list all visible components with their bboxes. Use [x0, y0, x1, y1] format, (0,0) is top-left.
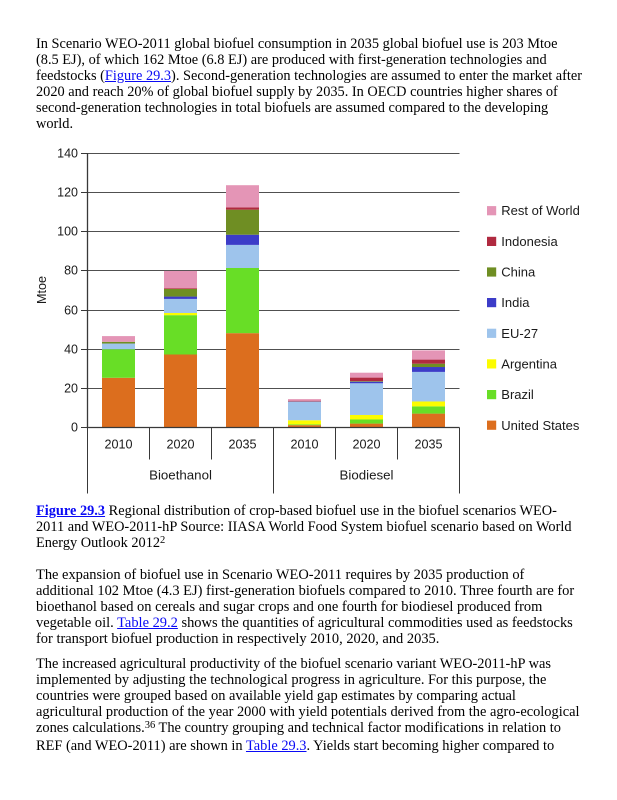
svg-text:40: 40 [64, 343, 78, 357]
svg-text:120: 120 [57, 186, 78, 200]
svg-text:Biodiesel: Biodiesel [340, 468, 394, 483]
svg-text:Mtoe: Mtoe [35, 276, 49, 304]
svg-text:2020: 2020 [352, 438, 380, 452]
svg-text:Indonesia: Indonesia [501, 234, 558, 249]
svg-text:0: 0 [71, 421, 78, 435]
svg-text:2010: 2010 [104, 438, 132, 452]
svg-text:100: 100 [57, 225, 78, 239]
svg-text:2010: 2010 [290, 438, 318, 452]
svg-text:2035: 2035 [228, 438, 256, 452]
svg-text:Brazil: Brazil [501, 387, 534, 402]
svg-text:140: 140 [57, 147, 78, 161]
svg-text:EU-27: EU-27 [501, 326, 538, 341]
svg-text:60: 60 [64, 304, 78, 318]
svg-text:Argentina: Argentina [501, 357, 557, 372]
svg-text:Rest of World: Rest of World [501, 203, 580, 218]
svg-text:India: India [501, 295, 530, 310]
svg-text:80: 80 [64, 264, 78, 278]
svg-text:China: China [501, 265, 536, 280]
svg-text:20: 20 [64, 382, 78, 396]
svg-text:2035: 2035 [414, 438, 442, 452]
svg-text:Bioethanol: Bioethanol [149, 468, 212, 483]
svg-text:United States: United States [501, 418, 580, 433]
svg-text:2020: 2020 [166, 438, 194, 452]
